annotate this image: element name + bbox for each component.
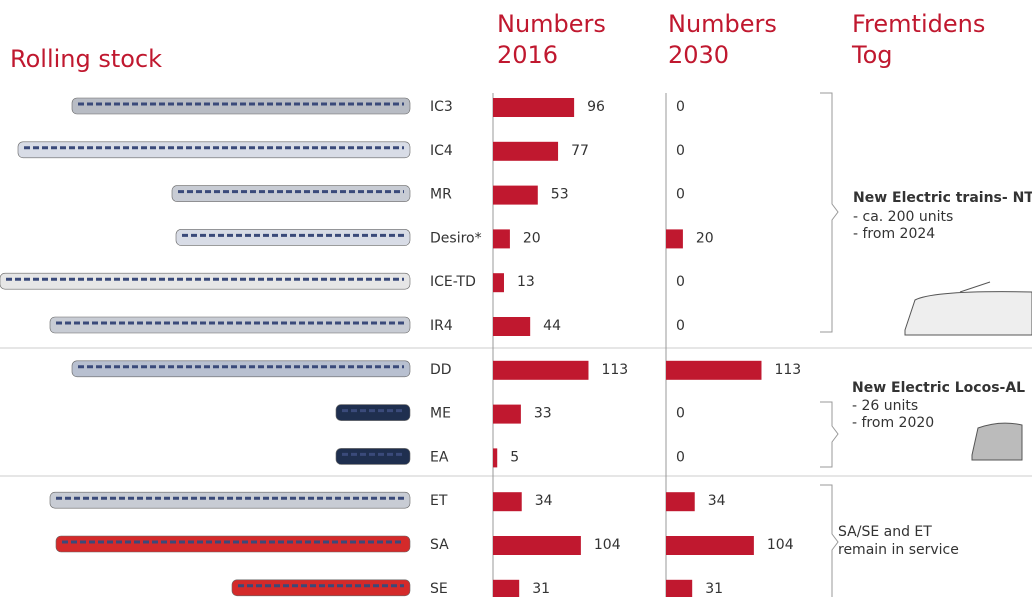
category-label: SA xyxy=(430,537,449,553)
value-label: 104 xyxy=(594,537,621,553)
bar xyxy=(666,536,754,555)
bar xyxy=(493,405,521,424)
value-label: 31 xyxy=(532,581,550,597)
train-icon xyxy=(905,282,1032,335)
train-image xyxy=(176,229,410,245)
train-image xyxy=(0,273,410,289)
infographic: Rolling stock Numbers 2016 Numbers 2030 … xyxy=(0,0,1032,597)
category-label: ET xyxy=(430,493,448,509)
annotation: New Electric Locos-AL xyxy=(852,380,1025,396)
title: Rolling stock xyxy=(10,45,162,73)
column-heading: Numbers xyxy=(497,10,606,38)
bar xyxy=(493,273,504,292)
category-label: IC3 xyxy=(430,99,453,115)
train-image xyxy=(72,98,410,114)
column-heading: Fremtidens xyxy=(852,10,985,38)
bar xyxy=(493,317,530,336)
annotation: - ca. 200 units xyxy=(853,209,953,225)
bracket xyxy=(820,402,838,467)
bar xyxy=(493,98,574,117)
column-heading: Tog xyxy=(851,41,893,69)
bar xyxy=(666,492,695,511)
value-label: 34 xyxy=(535,493,553,509)
value-label: 0 xyxy=(676,274,685,290)
train-image xyxy=(336,448,410,464)
bar xyxy=(666,361,761,380)
value-label: 113 xyxy=(601,362,628,378)
value-label: 77 xyxy=(571,143,589,159)
train-image xyxy=(336,405,410,421)
category-label: IC4 xyxy=(430,143,453,159)
category-label: ME xyxy=(430,406,451,422)
value-label: 0 xyxy=(676,449,685,465)
bar xyxy=(666,580,692,597)
bar xyxy=(493,536,581,555)
category-label: DD xyxy=(430,362,452,378)
value-label: 0 xyxy=(676,406,685,422)
category-label: Desiro* xyxy=(430,230,482,246)
annotation: - 26 units xyxy=(852,398,918,414)
value-label: 104 xyxy=(767,537,794,553)
category-label: IR4 xyxy=(430,318,453,334)
value-label: 34 xyxy=(708,493,726,509)
bracket xyxy=(820,93,838,332)
annotation: SA/SE and ET xyxy=(838,524,932,540)
value-label: 0 xyxy=(676,143,685,159)
column-heading: 2016 xyxy=(497,41,558,69)
value-label: 33 xyxy=(534,406,552,422)
bar xyxy=(493,492,522,511)
train-image xyxy=(56,536,410,552)
bar xyxy=(493,448,497,467)
train-image xyxy=(50,317,410,333)
value-label: 44 xyxy=(543,318,561,334)
value-label: 0 xyxy=(676,99,685,115)
annotation: New Electric trains- NT xyxy=(853,190,1032,206)
value-label: 113 xyxy=(774,362,801,378)
bar xyxy=(666,229,683,248)
category-label: MR xyxy=(430,187,452,203)
category-label: SE xyxy=(430,581,448,597)
bracket xyxy=(820,485,838,597)
annotation: - from 2024 xyxy=(853,226,935,242)
bar xyxy=(493,580,519,597)
train-image xyxy=(72,361,410,377)
train-image xyxy=(50,492,410,508)
category-label: EA xyxy=(430,449,449,465)
column-heading: 2030 xyxy=(668,41,729,69)
value-label: 96 xyxy=(587,99,605,115)
value-label: 13 xyxy=(517,274,535,290)
value-label: 0 xyxy=(676,187,685,203)
column-heading: Numbers xyxy=(668,10,777,38)
bar xyxy=(493,186,538,205)
loco-icon xyxy=(972,423,1022,460)
value-label: 0 xyxy=(676,318,685,334)
train-image xyxy=(232,580,410,596)
bar xyxy=(493,361,588,380)
annotation: - from 2020 xyxy=(852,415,934,431)
value-label: 5 xyxy=(510,449,519,465)
value-label: 20 xyxy=(696,230,714,246)
value-label: 53 xyxy=(551,187,569,203)
bar xyxy=(493,142,558,161)
train-image xyxy=(172,186,410,202)
train-image xyxy=(18,142,410,158)
value-label: 20 xyxy=(523,230,541,246)
annotation: remain in service xyxy=(838,542,959,558)
category-label: ICE-TD xyxy=(430,274,476,290)
value-label: 31 xyxy=(705,581,723,597)
bar xyxy=(493,229,510,248)
